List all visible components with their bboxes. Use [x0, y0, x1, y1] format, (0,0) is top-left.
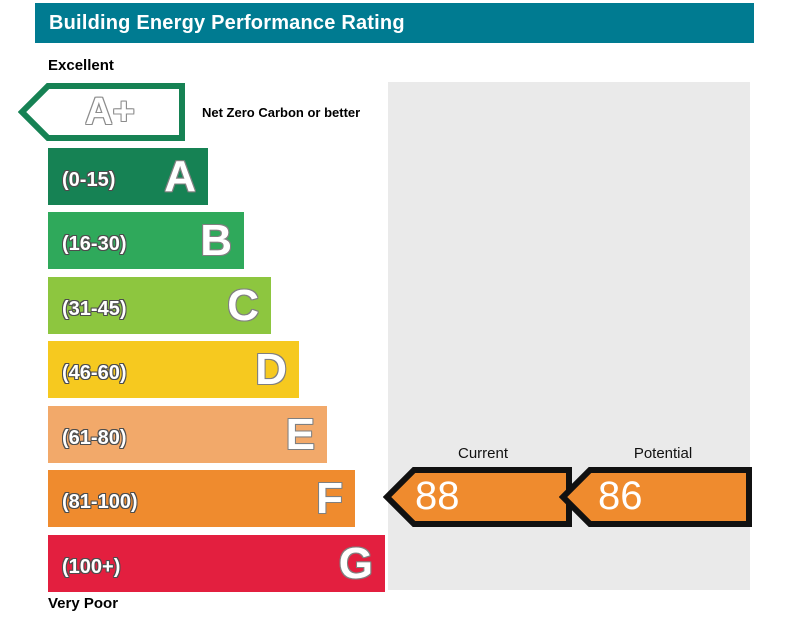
- band-e: (61-80) E: [48, 406, 327, 463]
- band-a-plus-letter: A+: [85, 91, 135, 133]
- band-c-letter: C: [227, 280, 259, 330]
- band-b-letter: B: [200, 215, 232, 265]
- band-a: (0-15) A: [48, 148, 208, 205]
- band-f-letter: F: [316, 473, 343, 523]
- potential-marker-label: Potential: [633, 445, 693, 462]
- current-marker-arrow-icon: [383, 467, 572, 527]
- current-marker-label: Current: [457, 445, 509, 462]
- band-g-letter: G: [338, 538, 373, 588]
- band-g-range: (100+): [62, 556, 121, 578]
- chart-header: Building Energy Performance Rating: [35, 3, 754, 43]
- scale-best-label: Excellent: [48, 57, 114, 74]
- band-b: (16-30) B: [48, 212, 244, 269]
- a-plus-arrow-icon: [18, 83, 185, 141]
- band-f-range: (81-100): [62, 491, 138, 513]
- band-d: (46-60) D: [48, 341, 299, 398]
- band-b-range: (16-30): [62, 233, 127, 255]
- band-a-range: (0-15): [62, 169, 116, 191]
- band-e-range: (61-80): [62, 427, 127, 449]
- band-a-letter: A: [164, 151, 196, 201]
- band-a-plus: A+: [18, 82, 188, 142]
- potential-marker-value: 86: [598, 474, 643, 518]
- scale-worst-label: Very Poor: [48, 595, 119, 612]
- a-plus-arrow-shape: [18, 83, 185, 141]
- potential-marker-arrow-icon: [559, 467, 752, 527]
- band-g: (100+) G: [48, 535, 385, 592]
- band-c: (31-45) C: [48, 277, 271, 334]
- band-e-letter: E: [285, 409, 315, 459]
- current-marker-value: 88: [415, 474, 460, 518]
- band-f: (81-100) F: [48, 470, 355, 527]
- band-d-range: (46-60): [62, 362, 127, 384]
- potential-marker-arrow-shape: [559, 467, 752, 527]
- band-a-plus-note: Net Zero Carbon or better: [202, 105, 361, 120]
- band-c-range: (31-45): [62, 298, 127, 320]
- page-title: Building Energy Performance Rating: [49, 11, 405, 34]
- band-d-letter: D: [255, 344, 287, 394]
